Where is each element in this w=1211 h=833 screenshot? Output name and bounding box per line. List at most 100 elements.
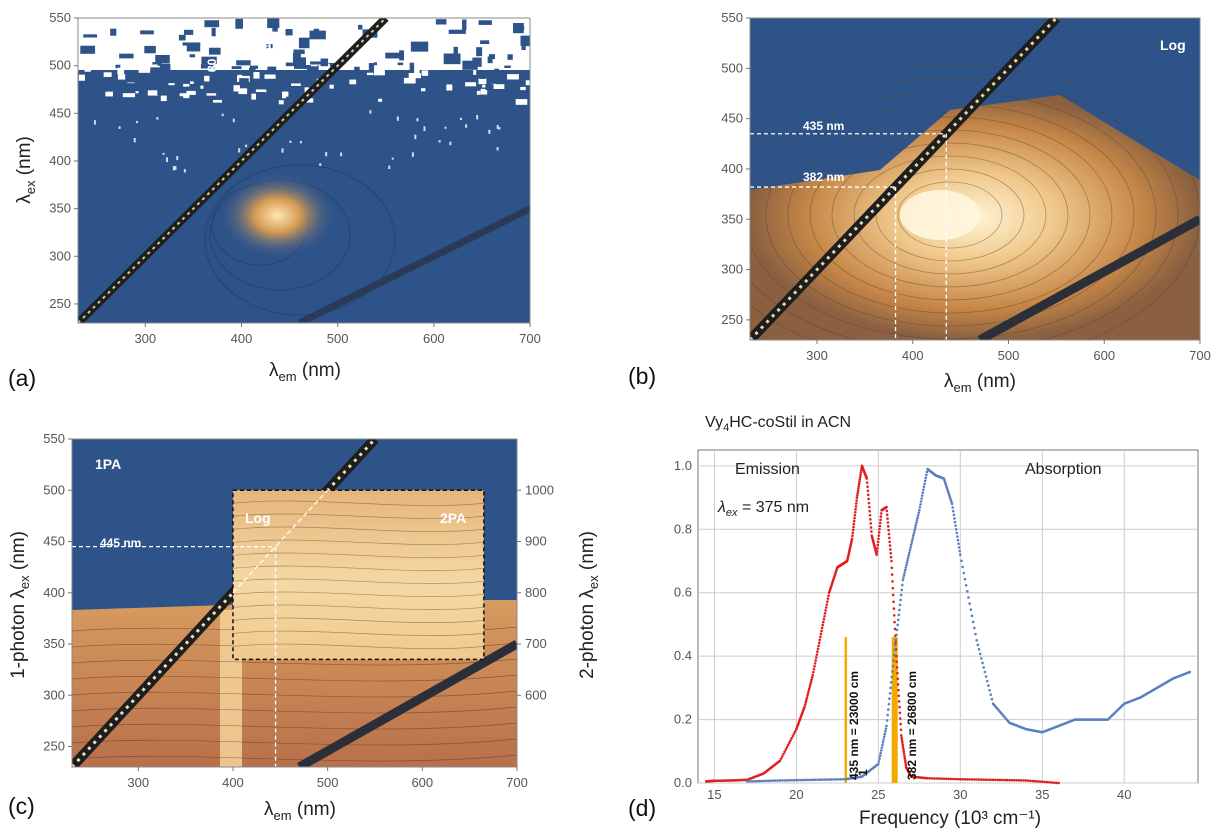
noise-speck <box>411 152 414 157</box>
y-tick-label: 350 <box>721 211 743 226</box>
noise-speck <box>414 134 417 140</box>
data-point <box>879 751 882 755</box>
data-point <box>954 527 958 531</box>
data-point <box>922 485 926 488</box>
data-point <box>1047 780 1051 784</box>
noise-speck <box>209 68 215 72</box>
data-point <box>892 600 895 604</box>
data-point <box>971 620 975 624</box>
data-point <box>910 541 914 544</box>
data-point <box>776 779 779 782</box>
y-ticks-a: 250 300 350 400 450 500 550 <box>49 10 78 311</box>
noise-speck <box>491 83 505 89</box>
data-point <box>783 779 786 782</box>
data-point <box>851 528 855 532</box>
x-tick-label: 700 <box>506 775 528 790</box>
y-tick-label: 250 <box>721 312 743 327</box>
data-point <box>916 513 920 517</box>
data-point <box>823 614 826 618</box>
data-point <box>791 734 795 738</box>
noise-speck <box>391 157 394 160</box>
noise-speck <box>211 27 216 37</box>
data-point <box>806 778 810 782</box>
data-point <box>885 513 889 517</box>
data-point <box>933 777 936 780</box>
x-tick-label: 400 <box>231 331 253 346</box>
contour-b <box>750 77 1179 340</box>
panel-label-a: (a) <box>8 365 37 391</box>
data-point <box>955 531 959 535</box>
noise-speck <box>473 68 477 75</box>
noise-speck <box>213 99 222 103</box>
data-point <box>977 648 981 651</box>
data-point <box>837 778 840 781</box>
heatmap-b: Log 435 nm 382 nm 300 400 500 600 700 250 300… <box>721 10 1211 395</box>
data-point <box>901 740 904 744</box>
data-point <box>958 549 962 553</box>
noise-speck <box>239 78 249 85</box>
data-point <box>875 553 878 556</box>
y-tick-label: 450 <box>49 105 71 120</box>
data-point <box>904 566 908 569</box>
data-point <box>778 759 782 763</box>
data-point <box>918 508 921 512</box>
noise-speck <box>520 62 525 68</box>
noise-speck <box>446 84 453 91</box>
data-point <box>892 614 896 617</box>
data-point <box>752 779 756 783</box>
noise-speck <box>168 83 175 86</box>
x-tick-label: 300 <box>134 331 156 346</box>
data-point <box>858 475 862 479</box>
x-tick-label: 35 <box>1035 787 1049 802</box>
noise-speck <box>232 118 235 123</box>
data-point <box>809 680 813 684</box>
noise-speck <box>267 18 280 29</box>
frame-a <box>77 17 531 324</box>
data-point <box>762 779 765 783</box>
y-tick-label: 450 <box>43 534 65 549</box>
data-point <box>918 506 922 509</box>
data-point <box>805 698 808 702</box>
data-point <box>913 528 916 532</box>
data-point <box>966 590 969 593</box>
y-tick-label: 300 <box>49 248 71 263</box>
data-point <box>886 521 890 524</box>
data-point <box>804 778 808 782</box>
data-point <box>897 613 901 617</box>
contour-b <box>765 103 1135 327</box>
data-point <box>868 505 871 509</box>
panel-label-c: (c) <box>8 793 35 819</box>
noise-speck <box>115 64 121 69</box>
noise-speck <box>183 83 190 87</box>
noise-speck <box>443 53 461 65</box>
noise-speck <box>200 85 204 89</box>
data-point <box>852 519 856 523</box>
noise-speck <box>138 66 151 73</box>
noise-speck <box>298 37 310 49</box>
lambda-ex-label: λex = 375 nm <box>717 499 809 519</box>
data-point <box>947 777 950 781</box>
data-point <box>982 666 986 669</box>
noise-speck <box>186 90 196 95</box>
x-tick-label: 500 <box>998 348 1020 363</box>
x-ticks-b: 300 400 500 600 700 <box>806 340 1211 363</box>
noise-speck <box>358 24 363 30</box>
data-point <box>958 777 962 781</box>
data-point <box>889 686 892 690</box>
noise-speck <box>476 47 483 57</box>
data-point <box>856 494 859 497</box>
xlabel-a: λem (nm) <box>269 360 341 384</box>
data-point <box>963 777 967 781</box>
data-point <box>827 594 830 597</box>
noise-speck <box>162 152 165 155</box>
data-point <box>973 778 976 781</box>
data-point <box>822 617 826 621</box>
data-point <box>853 513 857 517</box>
noise-speck <box>444 126 447 129</box>
noise-speck <box>133 138 136 143</box>
contour-inset <box>232 630 484 636</box>
heatmap-c: 1PA Log 2PA 445 nm 300 400 500 600 700 250 30… <box>8 431 601 823</box>
data-point <box>980 657 983 660</box>
data-point <box>961 565 964 569</box>
data-point <box>909 546 912 549</box>
